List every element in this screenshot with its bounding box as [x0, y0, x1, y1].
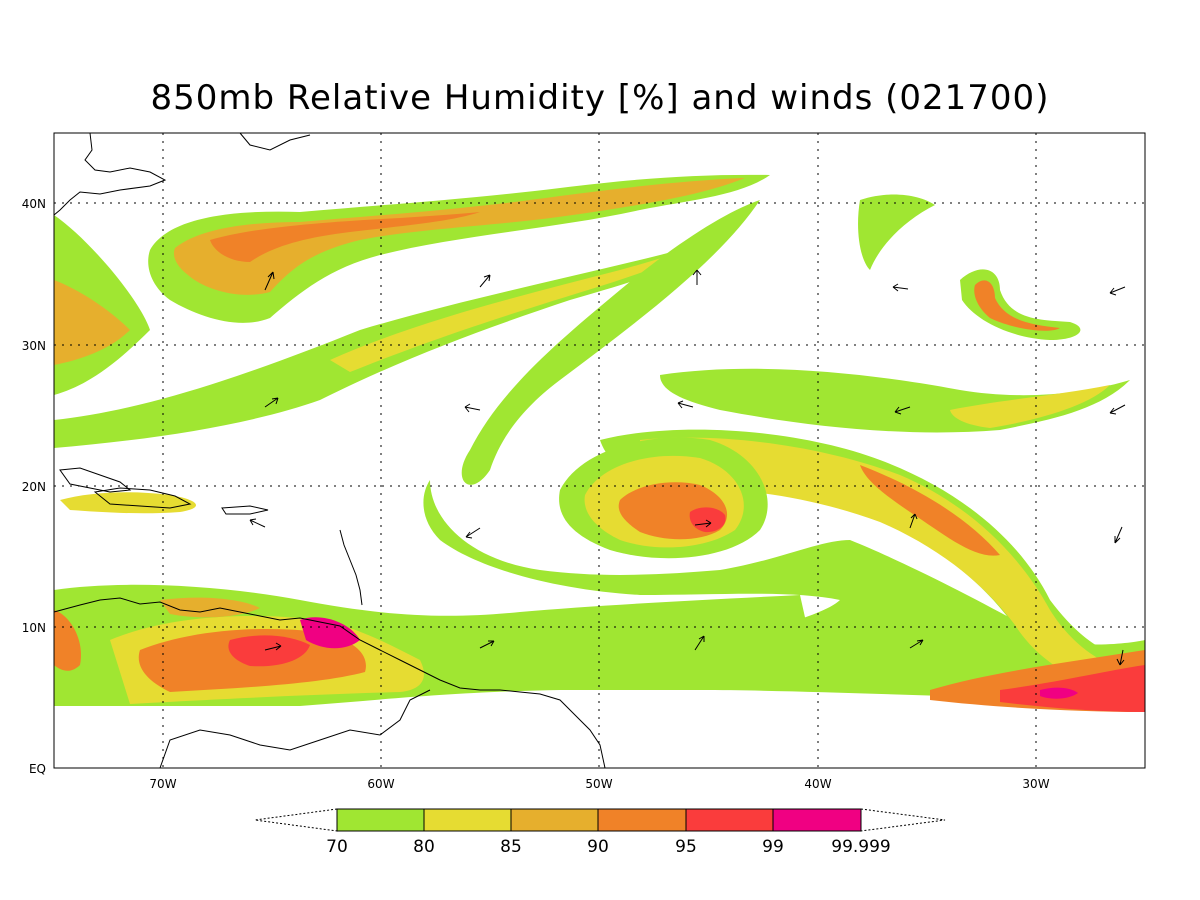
wind-arrow: [1109, 404, 1126, 415]
plot-frame: [53, 132, 1146, 769]
wind-arrow: [894, 406, 911, 415]
wind-arrow: [892, 283, 909, 292]
wind-arrow: [909, 513, 918, 529]
humidity-field: [54, 174, 1145, 712]
colorbar-swatch-99: [772, 808, 862, 832]
coastlines: [53, 132, 606, 769]
wind-arrow: [694, 635, 705, 651]
colorbar-label-70: 70: [326, 837, 348, 857]
rh-storm-outer: [423, 480, 1145, 700]
coast-north-america: [53, 132, 167, 216]
lat-label-30n: 30N: [22, 339, 46, 353]
wind-arrow: [479, 640, 495, 649]
wind-arrow: [464, 403, 481, 413]
colorbar-left-cap: [254, 808, 338, 832]
rh-northeast-arc: [960, 269, 1081, 340]
wind-arrow: [1114, 526, 1123, 544]
rh-southeast-core: [1000, 665, 1145, 712]
colorbar-label-95: 95: [675, 837, 697, 857]
lon-label-50w: 50W: [585, 777, 612, 791]
colorbar: 70 80 85 90 95 99 99.999: [254, 808, 946, 857]
rh-itcz-max: [228, 635, 310, 667]
wind-arrow: [692, 269, 702, 285]
rh-storm-eye-wall: [689, 507, 726, 533]
rh-caribbean-south: [160, 597, 260, 618]
lon-label-70w: 70W: [149, 777, 176, 791]
rh-itcz-peak: [300, 617, 360, 649]
colorbar-swatch-85: [510, 808, 599, 832]
lat-label-eq: EQ: [29, 762, 46, 776]
coast-nova-scotia: [239, 132, 311, 151]
colorbar-label-80: 80: [413, 837, 435, 857]
wind-vectors: [249, 269, 1126, 666]
colorbar-swatch-90: [597, 808, 687, 832]
wind-arrow: [264, 397, 279, 408]
lon-label-60w: 60W: [367, 777, 394, 791]
colorbar-label-90: 90: [587, 837, 609, 857]
colorbar-swatch-95: [685, 808, 774, 832]
wind-arrow: [677, 400, 694, 409]
wind-arrow: [249, 518, 266, 528]
coast-lesser-antilles: [339, 529, 363, 606]
lat-label-40n: 40N: [22, 197, 46, 211]
graticule: [54, 133, 1145, 768]
colorbar-swatch-70: [336, 808, 425, 832]
wind-arrow: [479, 274, 491, 288]
lat-label-10n: 10N: [22, 621, 46, 635]
lon-label-40w: 40W: [804, 777, 831, 791]
coast-hispaniola: [93, 487, 192, 509]
wind-arrow: [264, 642, 282, 651]
axis-labels: 70W 60W 50W 40W 30W 40N 30N 20N 10N EQ: [22, 197, 1050, 791]
rh-northeast-arc-core: [974, 280, 1060, 331]
rh-caribbean-islands: [60, 492, 197, 514]
rh-southeast-peak: [1040, 687, 1078, 699]
colorbar-label-99999: 99.999: [831, 837, 890, 857]
colorbar-label-99: 99: [762, 837, 784, 857]
colorbar-right-cap: [860, 808, 946, 832]
coast-south-america-interior: [159, 689, 431, 769]
wind-arrow: [909, 639, 924, 649]
rh-storm-arm-max: [860, 465, 1000, 556]
map-title: 850mb Relative Humidity [%] and winds (0…: [150, 78, 1050, 118]
rh-west-coast-core: [54, 280, 130, 365]
coast-cuba: [59, 467, 132, 493]
rh-itcz-west: [54, 610, 81, 671]
rh-band-north-jet-max: [210, 212, 480, 262]
rh-band-north-jet: [148, 174, 770, 323]
coast-south-america: [53, 597, 606, 769]
colorbar-label-85: 85: [500, 837, 522, 857]
colorbar-swatch-80: [423, 808, 512, 832]
lat-label-20n: 20N: [22, 480, 46, 494]
rh-diagonal-band-core: [330, 246, 700, 372]
wind-arrow: [465, 527, 481, 539]
wind-arrow: [694, 519, 712, 528]
wind-arrow: [264, 271, 275, 291]
rh-east-streaks-core: [950, 385, 1110, 428]
wind-arrow: [1109, 286, 1126, 296]
lon-label-30w: 30W: [1022, 777, 1049, 791]
rh-central-band: [461, 200, 760, 485]
wind-arrow: [1116, 649, 1125, 666]
coast-puerto-rico: [221, 505, 269, 515]
rh-band-north-jet-core: [173, 178, 745, 295]
rh-northeast-streak: [858, 194, 935, 270]
